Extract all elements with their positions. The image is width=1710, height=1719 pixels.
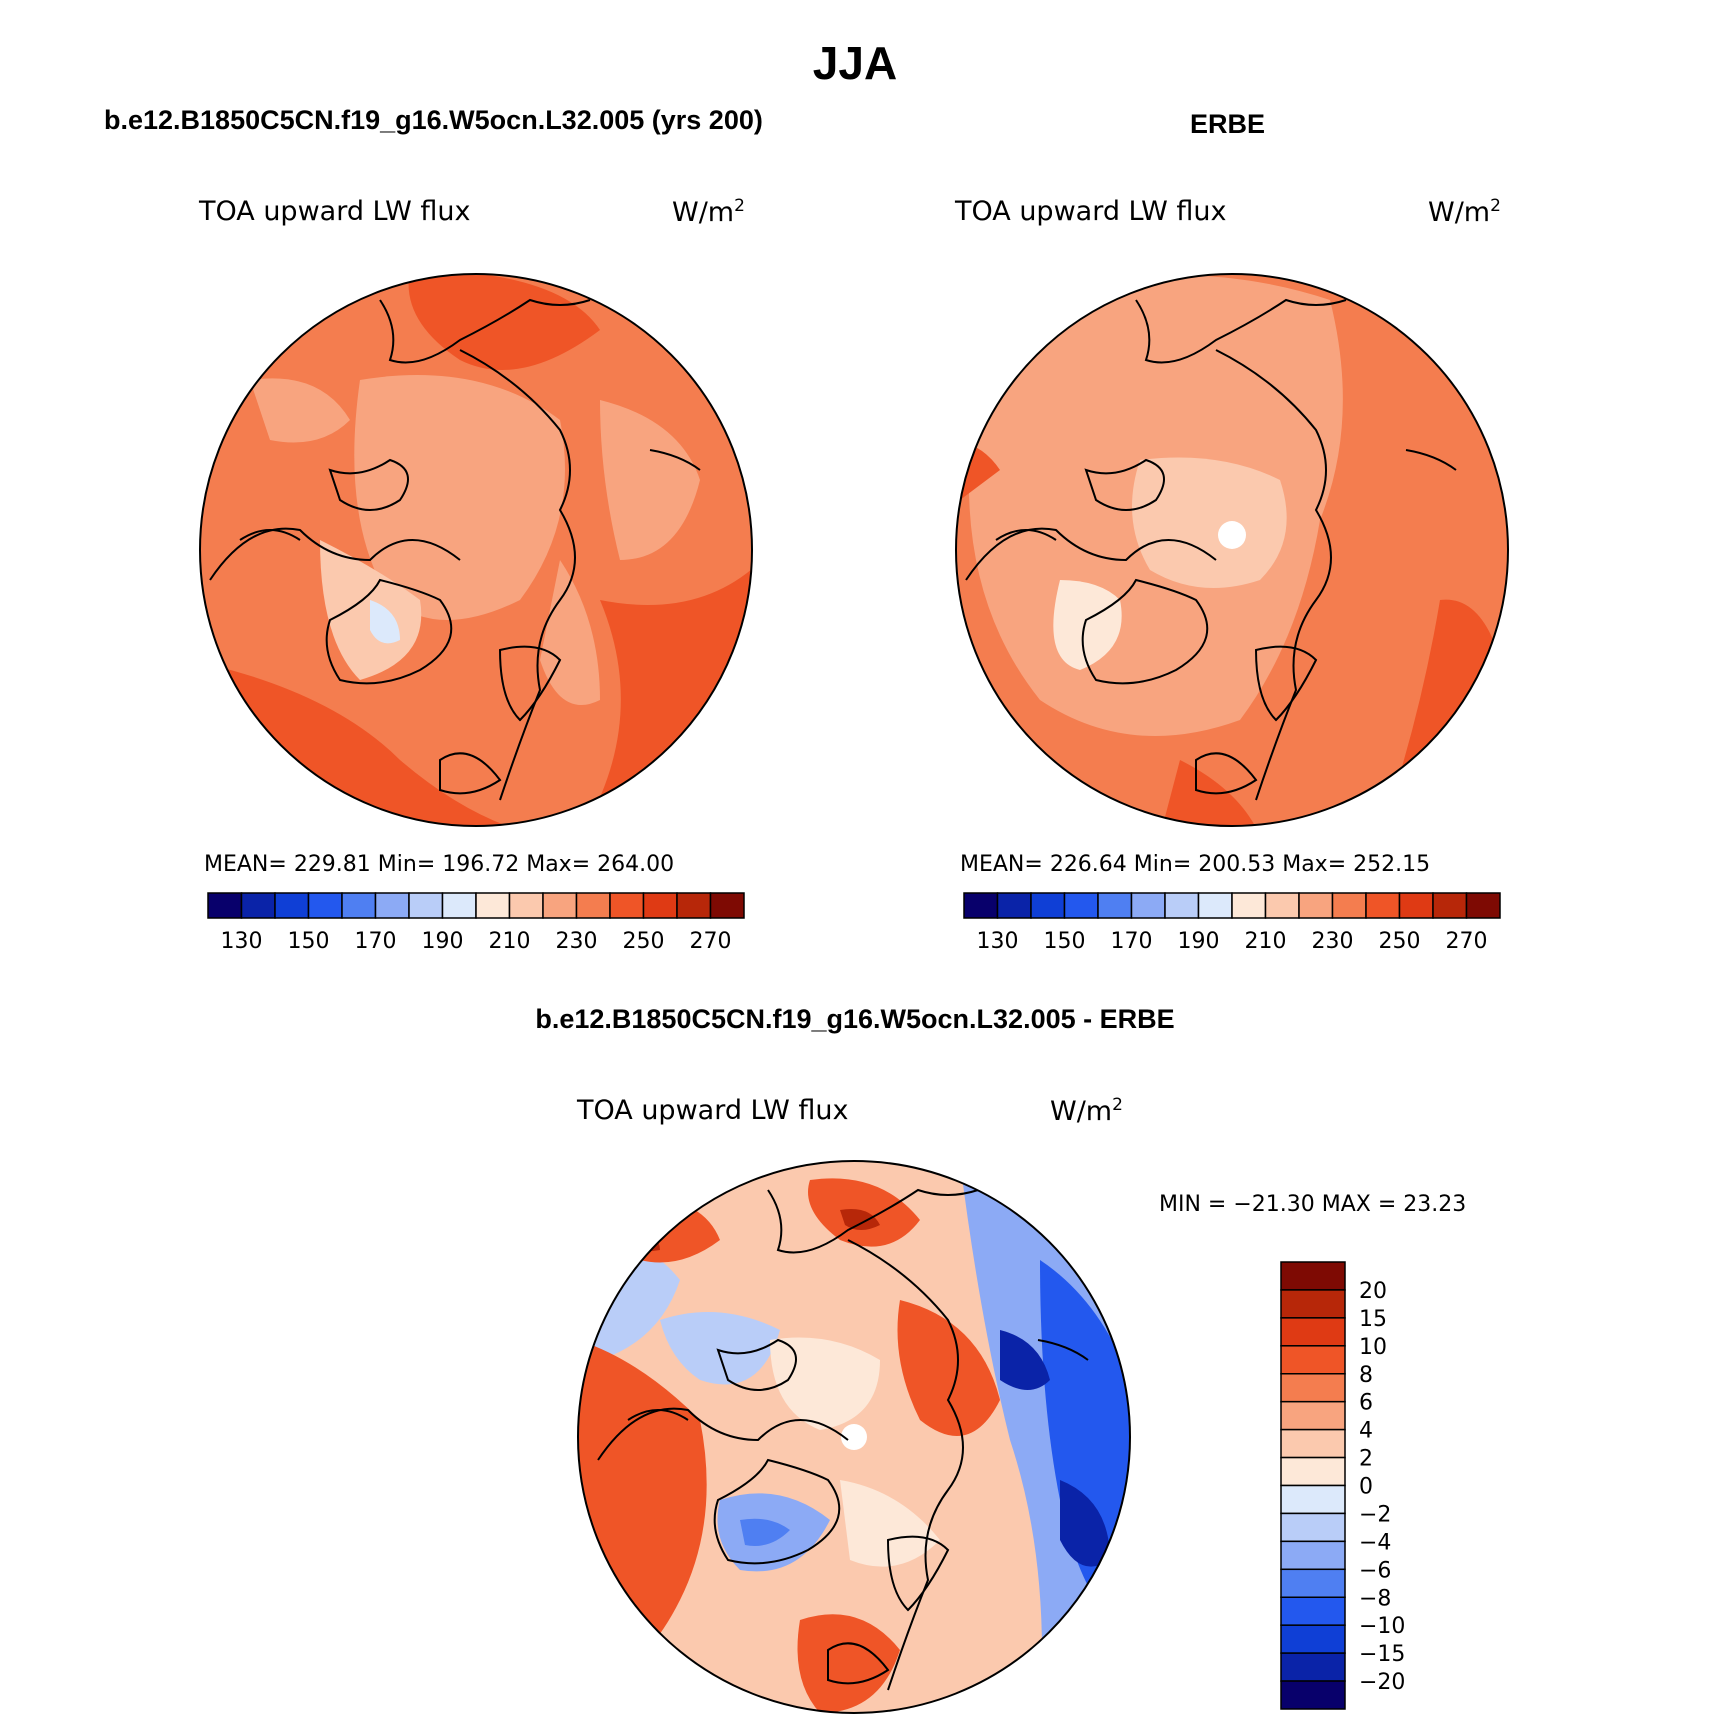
colorbar-tick-label: 230 xyxy=(556,929,598,954)
colorbar-swatch xyxy=(274,892,310,919)
colorbar-swatch xyxy=(408,892,444,919)
variable-label-obs: TOA upward LW flux xyxy=(955,196,1227,227)
colorbar-tick-label: 210 xyxy=(489,929,531,954)
colorbar-swatch xyxy=(1331,892,1367,919)
colorbar-swatch xyxy=(1280,1624,1346,1654)
colorbar-tick-label: −15 xyxy=(1359,1642,1405,1667)
colorbar-swatch xyxy=(1280,1400,1346,1431)
colorbar-swatch xyxy=(307,892,343,919)
colorbar-tick-label: 20 xyxy=(1359,1279,1387,1304)
panel-title-model: b.e12.B1850C5CN.f19_g16.W5ocn.L32.005 (y… xyxy=(104,105,763,135)
colorbar-tick-label: −8 xyxy=(1359,1586,1391,1611)
colorbar-swatch xyxy=(475,892,511,919)
polar-map-model xyxy=(199,273,753,827)
colorbar-swatch xyxy=(642,892,678,919)
colorbar-tick-label: 10 xyxy=(1359,1335,1387,1360)
colorbar-swatch xyxy=(1164,892,1200,919)
colorbar-tick-label: 190 xyxy=(1178,929,1220,954)
colorbar-swatch xyxy=(1097,892,1133,919)
colorbar-obs: 130 150 170 190 210 230 250 270 xyxy=(963,892,1501,954)
panel-title-obs: ERBE xyxy=(1190,109,1266,139)
colorbar-tick-label: 250 xyxy=(623,929,665,954)
colorbar-swatch xyxy=(240,892,276,919)
variable-label-diff: TOA upward LW flux xyxy=(577,1095,849,1126)
colorbar-tick-label: 150 xyxy=(288,929,330,954)
colorbar-model: 130 150 170 190 210 230 250 270 xyxy=(207,892,745,954)
colorbar-swatch xyxy=(441,892,477,919)
units-label-diff: W/m2 xyxy=(1050,1095,1123,1127)
colorbar-swatch xyxy=(1130,892,1166,919)
colorbar-tick-label: 6 xyxy=(1359,1391,1373,1416)
colorbar-tick-label: 170 xyxy=(355,929,397,954)
colorbar-swatch xyxy=(1264,892,1300,919)
colorbar-tick-label: 2 xyxy=(1359,1447,1373,1472)
panel-title-diff: b.e12.B1850C5CN.f19_g16.W5ocn.L32.005 - … xyxy=(535,1004,1175,1034)
colorbar-swatch xyxy=(1280,1428,1346,1459)
colorbar-tick-label: 250 xyxy=(1379,929,1421,954)
colorbar-tick-label: 170 xyxy=(1111,929,1153,954)
polar-map-diff xyxy=(577,1160,1131,1714)
colorbar-tick-label: 15 xyxy=(1359,1307,1387,1332)
colorbar-tick-label: −10 xyxy=(1359,1614,1405,1639)
colorbar-swatch xyxy=(1280,1317,1346,1347)
colorbar-swatch xyxy=(1063,892,1099,919)
colorbar-swatch xyxy=(1197,892,1233,919)
colorbar-swatch xyxy=(1465,892,1501,919)
colorbar-tick-label: 150 xyxy=(1044,929,1086,954)
colorbar-tick-label: 130 xyxy=(221,929,263,954)
colorbar-swatch xyxy=(508,892,544,919)
colorbar-swatch xyxy=(341,892,377,919)
colorbar-swatch xyxy=(709,892,745,919)
colorbar-tick-label: 230 xyxy=(1312,929,1354,954)
colorbar-swatch xyxy=(1280,1261,1346,1291)
colorbar-swatch xyxy=(963,892,999,919)
colorbar-swatch xyxy=(1280,1484,1346,1515)
colorbar-tick-label: 190 xyxy=(422,929,464,954)
colorbar-swatch xyxy=(1280,1512,1346,1543)
colorbar-swatch xyxy=(1280,1540,1346,1571)
colorbar-swatch xyxy=(1280,1680,1346,1710)
colorbar-swatch xyxy=(1280,1596,1346,1626)
colorbar-tick-label: −6 xyxy=(1359,1558,1391,1583)
colorbar-swatch xyxy=(1280,1456,1346,1487)
stats-obs: MEAN= 226.64 Min= 200.53 Max= 252.15 xyxy=(960,852,1431,877)
polar-map-obs xyxy=(955,273,1509,827)
colorbar-swatch xyxy=(1298,892,1334,919)
colorbar-swatch xyxy=(374,892,410,919)
colorbar-swatch xyxy=(1365,892,1401,919)
stats-model: MEAN= 229.81 Min= 196.72 Max= 264.00 xyxy=(204,852,675,877)
colorbar-tick-label: 0 xyxy=(1359,1475,1373,1500)
colorbar-swatch xyxy=(609,892,645,919)
colorbar-swatch xyxy=(1432,892,1468,919)
colorbar-swatch xyxy=(1280,1373,1346,1403)
units-label-obs: W/m2 xyxy=(1428,196,1501,228)
colorbar-swatch xyxy=(1280,1345,1346,1375)
units-label-model: W/m2 xyxy=(672,196,745,228)
colorbar-tick-label: −4 xyxy=(1359,1530,1391,1555)
colorbar-swatch xyxy=(676,892,712,919)
variable-label-model: TOA upward LW flux xyxy=(199,196,471,227)
colorbar-tick-label: 4 xyxy=(1359,1419,1373,1444)
colorbar-swatch xyxy=(1280,1568,1346,1598)
colorbar-swatch xyxy=(575,892,611,919)
colorbar-tick-label: 270 xyxy=(1446,929,1488,954)
colorbar-swatch xyxy=(996,892,1032,919)
colorbar-tick-label: 130 xyxy=(977,929,1019,954)
colorbar-swatch xyxy=(1280,1289,1346,1319)
colorbar-swatch xyxy=(542,892,578,919)
figure-title: JJA xyxy=(812,37,898,89)
colorbar-swatch xyxy=(1231,892,1267,919)
colorbar-tick-label: 210 xyxy=(1245,929,1287,954)
colorbar-swatch xyxy=(207,892,243,919)
stats-diff: MIN = −21.30 MAX = 23.23 xyxy=(1159,1192,1467,1217)
colorbar-tick-label: 270 xyxy=(690,929,732,954)
colorbar-swatch xyxy=(1280,1652,1346,1682)
colorbar-tick-label: 8 xyxy=(1359,1363,1373,1388)
colorbar-swatch xyxy=(1398,892,1434,919)
colorbar-swatch xyxy=(1030,892,1066,919)
colorbar-tick-label: −2 xyxy=(1359,1502,1391,1527)
colorbar-tick-label: −20 xyxy=(1359,1670,1405,1695)
